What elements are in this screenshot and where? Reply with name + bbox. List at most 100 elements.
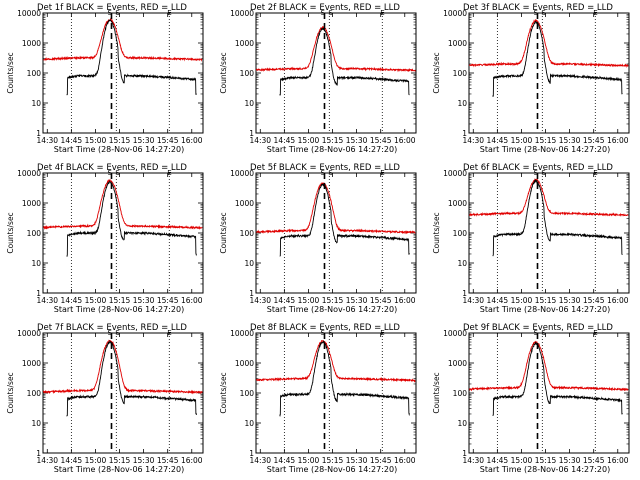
time-marker-label: S xyxy=(115,169,120,177)
y-tick-label: 10000 xyxy=(443,9,467,18)
x-tick-label: 14:45 xyxy=(61,456,83,465)
x-tick-label: 14:45 xyxy=(487,296,509,305)
y-tick-label: 1 xyxy=(249,129,254,138)
y-axis-label: Counts/sec xyxy=(6,372,15,413)
y-axis-label: Counts/sec xyxy=(219,212,228,253)
series-lld-line xyxy=(255,339,416,383)
y-tick-label: 100 xyxy=(240,229,255,238)
x-tick-label: 15:45 xyxy=(583,136,605,145)
x-tick-label: 15:45 xyxy=(157,456,179,465)
detector-panel-3: Det 3f BLACK = Events, RED = LLD 1 10 100 10… xyxy=(426,0,639,160)
chart-svg: Det 6f BLACK = Events, RED = LLD 1 10 100 10… xyxy=(432,163,630,314)
x-axis-label: Start Time (28-Nov-06 14:27:20) xyxy=(267,145,397,154)
x-tick-label: 14:30 xyxy=(36,296,58,305)
time-marker-label: S xyxy=(328,169,333,177)
time-marker-label: S xyxy=(533,169,538,177)
y-tick-label: 10000 xyxy=(443,329,467,338)
y-tick-label: 1 xyxy=(36,449,41,458)
y-tick-label: 10 xyxy=(31,259,41,268)
detector-panel-9: Det 9f BLACK = Events, RED = LLD 1 10 100 10… xyxy=(426,320,639,480)
chart-title: Det 1f BLACK = Events, RED = LLD xyxy=(37,3,187,13)
time-marker-label: S xyxy=(533,9,538,17)
series-events-line xyxy=(492,179,623,257)
x-axis-label: Start Time (28-Nov-06 14:27:20) xyxy=(267,305,397,314)
y-tick-label: 10 xyxy=(31,99,41,108)
chart-svg: Det 5f BLACK = Events, RED = LLD 1 10 100 10… xyxy=(219,163,417,314)
detector-panel-4: Det 4f BLACK = Events, RED = LLD 1 10 100 10… xyxy=(0,160,213,320)
y-tick-label: 1000 xyxy=(235,199,254,208)
x-tick-label: 14:30 xyxy=(249,296,271,305)
x-tick-label: 14:45 xyxy=(487,136,509,145)
x-tick-label: 15:45 xyxy=(157,136,179,145)
series-events-line xyxy=(279,340,410,417)
x-tick-label: 15:45 xyxy=(583,456,605,465)
series-events-line xyxy=(66,19,197,96)
time-marker-label: S xyxy=(320,169,325,177)
x-tick-label: 14:30 xyxy=(249,456,271,465)
x-tick-label: 14:30 xyxy=(36,456,58,465)
x-tick-label: 15:15 xyxy=(535,136,557,145)
y-axis-label: Counts/sec xyxy=(219,52,228,93)
y-tick-label: 1 xyxy=(462,289,467,298)
x-tick-label: 15:30 xyxy=(559,136,581,145)
time-marker-label: E xyxy=(593,169,597,177)
time-marker-label: S xyxy=(328,9,333,17)
x-tick-label: 15:30 xyxy=(133,136,155,145)
time-marker-label: S xyxy=(541,329,546,337)
series-lld-line xyxy=(255,25,416,73)
time-marker-label: S xyxy=(107,9,112,17)
time-marker-label: E xyxy=(593,9,597,17)
y-tick-label: 1000 xyxy=(448,39,467,48)
time-marker-label: S xyxy=(107,169,112,177)
time-marker-label: S xyxy=(320,9,325,17)
detector-panel-6: Det 6f BLACK = Events, RED = LLD 1 10 100 10… xyxy=(426,160,639,320)
x-axis-label: Start Time (28-Nov-06 14:27:20) xyxy=(480,465,610,474)
time-marker-label: E xyxy=(167,329,171,337)
series-lld-line xyxy=(42,339,203,395)
x-tick-label: 15:30 xyxy=(346,296,368,305)
series-events-line xyxy=(66,340,197,417)
y-tick-label: 10000 xyxy=(443,169,467,178)
chart-title: Det 6f BLACK = Events, RED = LLD xyxy=(463,163,613,173)
plot-frame xyxy=(468,332,630,454)
y-tick-label: 10000 xyxy=(230,329,254,338)
x-tick-label: 15:15 xyxy=(322,456,344,465)
x-tick-label: 15:00 xyxy=(85,296,107,305)
y-tick-label: 100 xyxy=(240,389,255,398)
y-tick-label: 100 xyxy=(240,69,255,78)
detector-panel-7: Det 7f BLACK = Events, RED = LLD 1 10 100 10… xyxy=(0,320,213,480)
x-tick-label: 15:30 xyxy=(133,296,155,305)
y-tick-label: 100 xyxy=(453,229,468,238)
y-axis-label: Counts/sec xyxy=(6,52,15,93)
series-lld-line xyxy=(42,178,203,230)
y-tick-label: 10 xyxy=(457,259,467,268)
x-tick-label: 15:30 xyxy=(133,456,155,465)
y-tick-label: 100 xyxy=(453,69,468,78)
time-marker-label: E xyxy=(380,9,384,17)
x-tick-label: 14:45 xyxy=(61,136,83,145)
x-tick-label: 15:00 xyxy=(85,136,107,145)
y-tick-label: 1 xyxy=(36,129,41,138)
series-events-line xyxy=(492,341,623,416)
chart-svg: Det 8f BLACK = Events, RED = LLD 1 10 100 10… xyxy=(219,323,417,474)
y-tick-label: 1 xyxy=(36,289,41,298)
detector-panel-2: Det 2f BLACK = Events, RED = LLD 1 10 100 10… xyxy=(213,0,426,160)
x-axis-label: Start Time (28-Nov-06 14:27:20) xyxy=(54,305,184,314)
y-axis-label: Counts/sec xyxy=(6,212,15,253)
chart-svg: Det 3f BLACK = Events, RED = LLD 1 10 100 10… xyxy=(432,3,630,154)
x-tick-label: 14:45 xyxy=(61,296,83,305)
time-marker-label: S xyxy=(328,329,333,337)
y-tick-label: 10 xyxy=(31,419,41,428)
x-tick-label: 14:45 xyxy=(274,136,296,145)
time-marker-label: S xyxy=(115,329,120,337)
x-tick-label: 14:30 xyxy=(462,136,484,145)
time-marker-label: E xyxy=(380,329,384,337)
x-tick-label: 16:00 xyxy=(181,136,203,145)
x-tick-label: 16:00 xyxy=(394,296,416,305)
chart-title: Det 4f BLACK = Events, RED = LLD xyxy=(37,163,187,173)
x-tick-label: 14:30 xyxy=(36,136,58,145)
chart-svg: Det 9f BLACK = Events, RED = LLD 1 10 100 10… xyxy=(432,323,630,474)
plot-frame xyxy=(255,172,417,294)
y-tick-label: 10 xyxy=(244,419,254,428)
y-tick-label: 1000 xyxy=(235,359,254,368)
